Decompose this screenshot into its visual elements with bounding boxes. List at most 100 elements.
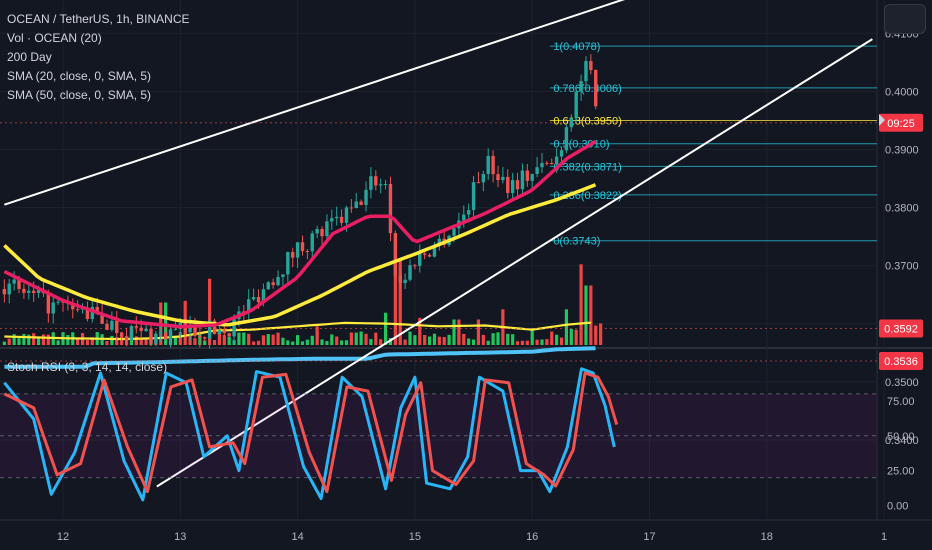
volume-bar [457,319,461,345]
volume-bar [442,337,446,345]
candle-body [149,328,153,344]
candle-body [227,333,231,337]
candle-body [31,290,36,293]
volume-bar [599,323,603,345]
candle-body [212,320,217,335]
price-panel[interactable]: 1(0.4078)0.786(0.4006)0.618(0.3950)0.5(0… [0,0,877,488]
volume-bar [32,333,36,345]
volume-bar [291,341,295,345]
candle-body [432,245,437,257]
candle-body [579,81,583,92]
volume-bar [339,340,344,345]
legend-stoch-rsi[interactable]: Stoch RSI (3, 3, 14, 14, close) [7,360,168,374]
volume-bar [579,264,583,345]
volume-bar [281,337,285,345]
time-tick-label: 16 [526,531,538,543]
volume-bar [344,340,349,345]
candle-body [310,233,314,252]
volume-bar [354,332,358,345]
candle-body [222,330,226,334]
candle-body [291,252,295,258]
candle-body [530,173,534,181]
candle-body [159,332,163,334]
price-tick-label: 0.3500 [885,377,919,389]
volume-bar [105,341,109,345]
candle-body [163,332,168,340]
fib-level-label: 0.382(0.3871) [553,161,622,173]
volume-bar [310,335,314,345]
candle-body [100,313,104,324]
candle-body [193,325,197,336]
candle-body [452,228,456,236]
volume-bar [423,335,427,345]
candle-body [466,209,471,215]
volume-bar [261,335,265,345]
candle-body [388,184,393,234]
candle-body [418,253,422,266]
candle-body [520,170,525,190]
candle-body [261,289,266,303]
candle-body [198,335,202,338]
legend-sma-20[interactable]: SMA (20, close, 0, SMA, 5) [7,69,152,83]
candle-body [36,290,41,293]
volume-bar [462,333,466,345]
candle-body [501,176,505,181]
candle-body [437,238,442,246]
candle-body [320,228,324,237]
price-tick-label: 0.3800 [885,203,919,215]
price-tick-label: 0.3900 [885,145,919,157]
rsi-tick-label: 25.00 [887,466,915,478]
volume-bar [467,338,471,345]
candle-body [271,282,275,286]
price-tick-label: 0.3400 [885,435,919,447]
volume-bar [486,340,490,345]
legend-volume[interactable]: Vol · OCEAN (20) [7,31,102,45]
candle-body [554,156,559,165]
legend-200-day[interactable]: 200 Day [7,50,52,64]
candle-body [471,182,476,210]
candle-body [491,155,495,175]
candle-body [217,330,222,335]
volume-bar [481,334,485,345]
volume-bar [437,336,441,345]
volume-bar [247,333,251,345]
sma50-line [3,183,597,327]
legend-sma-50[interactable]: SMA (50, close, 0, SMA, 5) [7,88,152,102]
time-tick-label: 14 [291,531,303,543]
volume-bar [300,341,305,345]
rsi-tick-label: 0.00 [887,501,908,513]
candle-body [408,265,412,280]
candle-body [139,327,143,332]
volume-bar [403,339,407,345]
candle-body [559,150,564,157]
candle-body [462,214,466,221]
volume-bar [447,334,451,345]
candle-body [119,333,124,337]
candle-body [85,307,90,320]
candle-body [17,279,21,289]
price-badge-label: 0.3536 [884,356,918,368]
volume-bar [540,339,544,345]
candle-body [286,252,290,275]
chart-settings-button[interactable] [884,4,926,34]
rsi-tick-label: 75.00 [887,396,915,408]
volume-bar [305,339,309,345]
volume-sma-line [4,321,591,341]
upper-trendline [4,0,626,206]
stoch-rsi-panel[interactable] [0,367,877,502]
candle-body [129,326,134,341]
volume-bar [413,335,417,345]
candle-body [144,328,148,332]
candle-body [354,201,358,209]
volume-bar [2,341,6,345]
lower-trendline [156,38,873,488]
volume-bar [574,329,578,345]
candle-body [403,279,407,284]
volume-bar [520,340,525,345]
candle-body [574,91,578,119]
volume-bar [266,334,270,345]
price-tick-label: 0.3700 [885,261,919,273]
candle-body [168,329,173,340]
volume-bar [36,337,41,345]
